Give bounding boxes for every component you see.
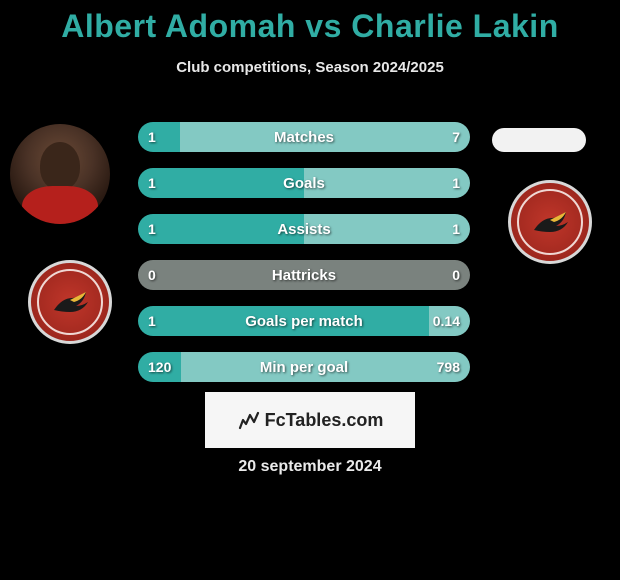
fctables-logo-icon	[237, 408, 261, 432]
stat-row: Goals11	[138, 168, 470, 198]
stat-bar-right-fill	[304, 168, 470, 198]
player1-club-badge	[28, 260, 112, 344]
vs-text: vs	[305, 8, 342, 44]
player2-name: Charlie Lakin	[351, 8, 558, 44]
stat-bar	[138, 168, 470, 198]
stat-bar	[138, 306, 470, 336]
stat-value-left: 1	[148, 214, 156, 244]
player1-avatar	[10, 124, 110, 224]
stat-bar-left-fill	[138, 214, 304, 244]
stat-row: Min per goal120798	[138, 352, 470, 382]
stat-value-right: 7	[452, 122, 460, 152]
stat-value-right: 0	[452, 260, 460, 290]
season-subtitle: Club competitions, Season 2024/2025	[0, 59, 620, 76]
stat-bar-right-fill	[304, 214, 470, 244]
stat-bar-left-fill	[138, 168, 304, 198]
stat-value-right: 1	[452, 214, 460, 244]
player1-name: Albert Adomah	[61, 8, 296, 44]
stat-value-left: 120	[148, 352, 171, 382]
stat-value-left: 0	[148, 260, 156, 290]
comparison-title: Albert Adomah vs Charlie Lakin	[0, 0, 620, 45]
stat-value-right: 1	[452, 168, 460, 198]
stat-bar-right-fill	[180, 122, 471, 152]
stat-bar	[138, 122, 470, 152]
stat-row: Matches17	[138, 122, 470, 152]
stat-value-left: 1	[148, 122, 156, 152]
stat-row: Assists11	[138, 214, 470, 244]
stat-bar-left-fill	[138, 306, 429, 336]
stat-bar	[138, 260, 470, 290]
stat-bar-left-fill	[138, 260, 304, 290]
stat-bar-right-fill	[181, 352, 470, 382]
stat-bar	[138, 214, 470, 244]
stat-value-right: 0.14	[433, 306, 460, 336]
branding-box: FcTables.com	[205, 392, 415, 448]
badge-ring	[517, 189, 583, 255]
comparison-bars: Matches17Goals11Assists11Hattricks00Goal…	[138, 122, 470, 398]
comparison-date: 20 september 2024	[0, 458, 620, 476]
stat-bar-right-fill	[304, 260, 470, 290]
player2-avatar-placeholder	[492, 128, 586, 152]
stat-row: Hattricks00	[138, 260, 470, 290]
stat-bar	[138, 352, 470, 382]
stat-bar-left-fill	[138, 122, 180, 152]
stat-value-left: 1	[148, 168, 156, 198]
badge-ring	[37, 269, 103, 335]
stat-row: Goals per match10.14	[138, 306, 470, 336]
player2-club-badge	[508, 180, 592, 264]
stat-value-left: 1	[148, 306, 156, 336]
branding-text: FcTables.com	[265, 410, 384, 431]
stat-value-right: 798	[437, 352, 460, 382]
